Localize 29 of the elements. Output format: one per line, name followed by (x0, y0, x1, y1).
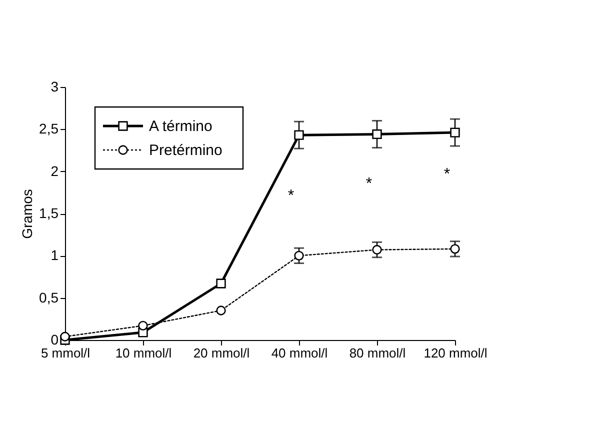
point (216, 306, 226, 316)
annotation: * (288, 187, 294, 204)
legend-label: Pretérmino (149, 142, 222, 159)
x-tick-label: 10 mmol/l (115, 346, 172, 360)
y-tick-label: 3 (50, 78, 59, 94)
point (60, 332, 70, 342)
x-tick-label: 120 mmol/l (424, 346, 488, 360)
y-tick-label: 0 (50, 332, 59, 348)
y-tick-label: 0,5 (39, 289, 59, 306)
y-tick-label: 2 (50, 162, 59, 179)
y-axis-title: Gramos (19, 189, 36, 239)
annotation: * (444, 166, 450, 183)
point (294, 250, 304, 260)
x-tick-label: 5 mmol/l (40, 346, 90, 360)
x-tick-label: 20 mmol/l (193, 346, 250, 360)
point (372, 244, 382, 255)
point (294, 130, 304, 140)
point (372, 129, 382, 140)
y-tick-label: 1 (50, 247, 59, 264)
x-tick-label: 80 mmol/l (349, 346, 406, 360)
y-tick-label: 2,5 (39, 120, 59, 137)
x-tick-label: 40 mmol/l (271, 346, 328, 360)
y-tick-label: 1,5 (39, 205, 59, 221)
annotation: * (366, 176, 372, 193)
legend-label: A término (149, 118, 212, 135)
point (138, 320, 148, 330)
point (216, 278, 226, 288)
point (450, 128, 460, 138)
point (450, 244, 460, 254)
